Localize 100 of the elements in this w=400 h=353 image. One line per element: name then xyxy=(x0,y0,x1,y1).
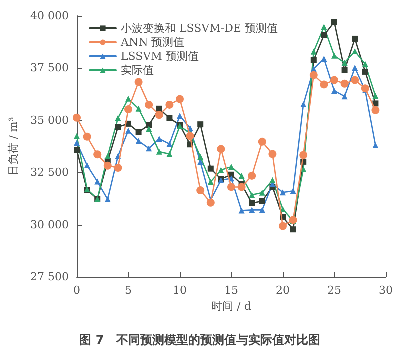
point xyxy=(124,106,132,114)
point xyxy=(340,80,349,88)
point xyxy=(94,150,102,159)
point xyxy=(146,146,152,152)
point xyxy=(166,151,173,158)
x-tick-label: 5 xyxy=(125,284,132,297)
point xyxy=(104,162,112,170)
point xyxy=(126,128,132,134)
point xyxy=(115,115,122,122)
point xyxy=(198,122,204,128)
point xyxy=(177,113,183,120)
legend-label: 小波变换和 LSSVM-DE 预测值 xyxy=(121,22,278,35)
point xyxy=(196,186,205,195)
point xyxy=(155,111,164,120)
point xyxy=(270,177,276,184)
legend-label: ANN 预测值 xyxy=(120,36,185,49)
point xyxy=(290,226,296,233)
point xyxy=(352,36,358,42)
point xyxy=(321,24,328,30)
point xyxy=(332,88,338,94)
point xyxy=(259,207,266,214)
point xyxy=(134,78,143,86)
point xyxy=(249,192,256,198)
x-tick-label: 15 xyxy=(224,284,238,297)
y-tick-label: 37 500 xyxy=(30,62,69,75)
point xyxy=(114,164,122,172)
y-tick-label: 32 500 xyxy=(30,166,69,180)
y-tick-label: 30 000 xyxy=(30,218,69,232)
point xyxy=(74,133,80,140)
point xyxy=(258,138,266,146)
point xyxy=(166,100,174,109)
point xyxy=(136,106,142,112)
point xyxy=(104,196,111,203)
point xyxy=(268,150,277,158)
point xyxy=(156,148,162,155)
y-tick-label: 40 000 xyxy=(30,10,69,22)
point xyxy=(279,222,287,230)
point xyxy=(94,178,101,185)
point xyxy=(217,145,226,154)
point xyxy=(372,93,379,100)
point xyxy=(321,56,328,62)
text: 图 7 不同预测模型的预测值与实际值对比图 xyxy=(80,333,320,347)
point xyxy=(73,114,81,122)
point xyxy=(300,151,308,160)
point xyxy=(74,140,80,146)
point xyxy=(218,167,224,174)
point xyxy=(342,60,348,66)
legend-label: LSSVM 预测值 xyxy=(121,50,199,63)
point xyxy=(74,147,80,154)
point xyxy=(280,190,286,196)
point xyxy=(352,48,358,54)
point xyxy=(228,164,234,170)
point xyxy=(228,183,236,192)
y-axis-title: 日负荷 / m³ xyxy=(7,117,20,176)
point xyxy=(198,154,204,160)
point xyxy=(146,122,152,128)
point xyxy=(146,126,152,132)
x-tick-label: 10 xyxy=(173,284,187,297)
point xyxy=(208,166,214,172)
point xyxy=(176,95,184,104)
x-tick-label: 0 xyxy=(74,284,80,297)
point xyxy=(238,173,245,180)
legend-label: 实际值 xyxy=(121,64,154,77)
point xyxy=(332,19,338,26)
point xyxy=(372,142,379,148)
point xyxy=(104,153,111,160)
point xyxy=(290,188,296,194)
point xyxy=(321,32,328,38)
point xyxy=(136,129,142,136)
point xyxy=(166,141,173,148)
point xyxy=(238,208,245,214)
point xyxy=(310,57,317,64)
point xyxy=(208,178,214,185)
point xyxy=(126,96,132,102)
point xyxy=(156,106,162,112)
point xyxy=(249,200,256,206)
point xyxy=(206,198,215,207)
point xyxy=(352,64,358,71)
x-tick-label: 25 xyxy=(328,284,342,297)
point xyxy=(249,207,256,214)
point xyxy=(361,84,370,93)
point xyxy=(310,71,318,80)
point xyxy=(362,61,368,68)
point xyxy=(84,162,90,168)
point xyxy=(330,76,338,84)
point xyxy=(351,76,360,84)
point xyxy=(259,190,266,196)
point xyxy=(186,132,194,140)
point xyxy=(145,100,154,109)
point xyxy=(166,115,173,122)
point xyxy=(238,183,246,192)
y-tick-label: 35 000 xyxy=(30,114,69,127)
x-tick-label: 30 xyxy=(379,284,393,297)
point xyxy=(115,124,122,130)
point xyxy=(372,106,380,114)
point xyxy=(342,67,348,74)
point xyxy=(300,102,307,108)
point xyxy=(136,138,142,144)
point xyxy=(320,80,328,89)
point xyxy=(310,48,317,55)
